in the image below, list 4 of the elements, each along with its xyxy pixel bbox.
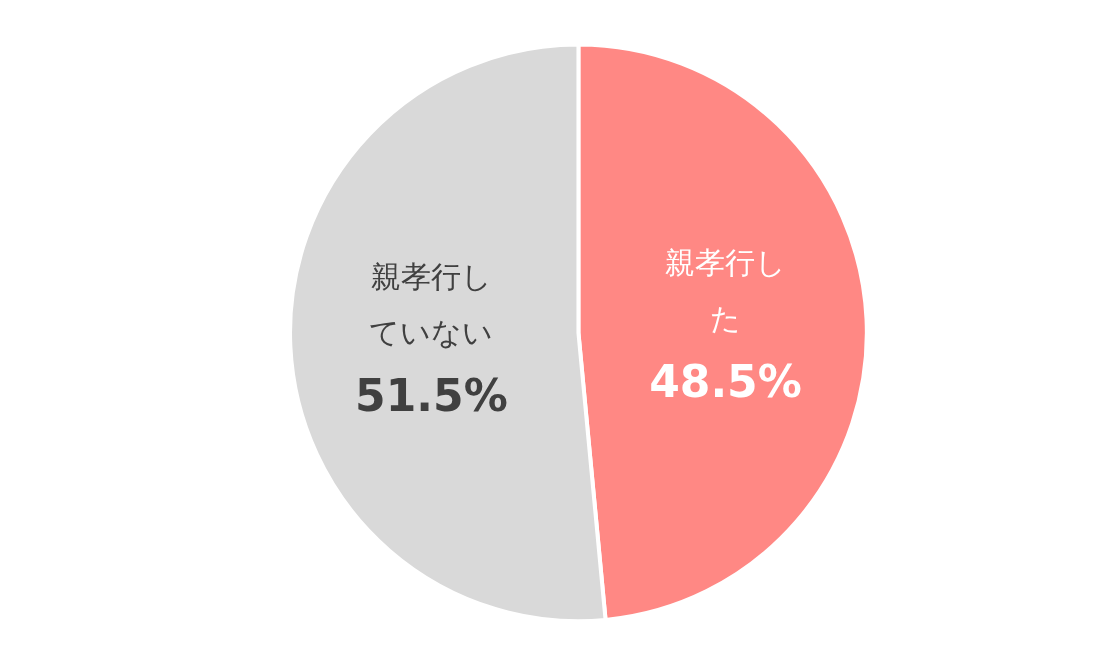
data-label: 48.5% [649, 356, 802, 408]
slice-label: 親孝行した [664, 245, 786, 337]
data-label: 51.5% [355, 370, 508, 422]
slice-label: 親孝行していない [369, 259, 494, 351]
